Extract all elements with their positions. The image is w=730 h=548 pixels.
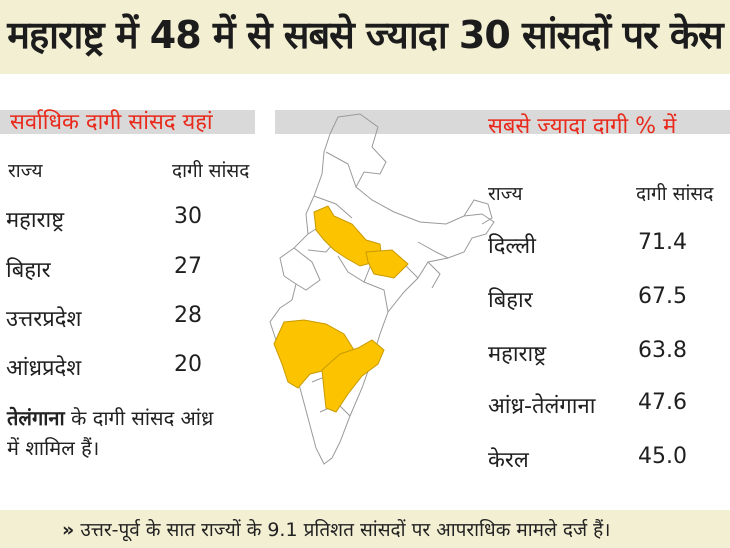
right-row-value: 71.4: [638, 230, 687, 255]
left-row-value: 30: [174, 204, 202, 229]
india-map: [269, 113, 495, 465]
left-row-value: 28: [174, 303, 202, 328]
left-row-state: आंध्रप्रदेश: [6, 356, 82, 381]
telangana-note: तेलंगाना के दागी सांसद आंध्र में शामिल ह…: [7, 403, 227, 463]
left-table-heading: सर्वाधिक दागी सांसद यहां: [10, 110, 213, 135]
map-northeast: [463, 199, 493, 225]
page-title: महाराष्ट्र में 48 में से सबसे ज्यादा 30 …: [7, 13, 723, 57]
bihar-highlight: [365, 249, 409, 279]
right-row-state: दिल्ली: [488, 234, 536, 259]
left-col-value-header: दागी सांसद: [172, 160, 250, 182]
andhra-telangana-highlight: [321, 339, 385, 413]
right-row-value: 47.6: [638, 390, 687, 415]
left-row-value: 27: [174, 254, 202, 279]
note-text: के दागी सांसद आंध्र में शामिल हैं।: [7, 406, 214, 460]
footer-note: » उत्तर-पूर्व के सात राज्यों के 9.1 प्रत…: [62, 516, 610, 542]
right-table-heading: सबसे ज्यादा दागी % में: [488, 114, 677, 139]
left-col-state-header: राज्य: [8, 160, 43, 182]
right-row-value: 67.5: [638, 284, 687, 309]
footer-marker: »: [62, 519, 75, 541]
left-heading-bar: [0, 110, 255, 134]
right-row-value: 63.8: [638, 338, 687, 363]
footer-text: उत्तर-पूर्व के सात राज्यों के 9.1 प्रतिश…: [80, 519, 611, 541]
right-col-state-header: राज्य: [488, 183, 523, 205]
left-row-state: महाराष्ट्र: [6, 208, 65, 233]
right-row-state: आंध्र-तेलंगाना: [488, 394, 596, 419]
left-row-state: बिहार: [6, 258, 51, 283]
title-bar: [0, 0, 730, 74]
right-heading-bar: [275, 110, 730, 134]
right-row-state: केरल: [488, 448, 529, 473]
left-row-state: उत्तरप्रदेश: [6, 307, 82, 332]
right-row-value: 45.0: [638, 444, 687, 469]
right-col-value-header: दागी सांसद: [636, 183, 714, 205]
right-row-state: महाराष्ट्र: [488, 342, 547, 367]
right-row-state: बिहार: [488, 288, 533, 313]
left-row-value: 20: [174, 352, 202, 377]
note-bold: तेलंगाना: [7, 406, 65, 430]
footer-bar: [0, 510, 730, 548]
